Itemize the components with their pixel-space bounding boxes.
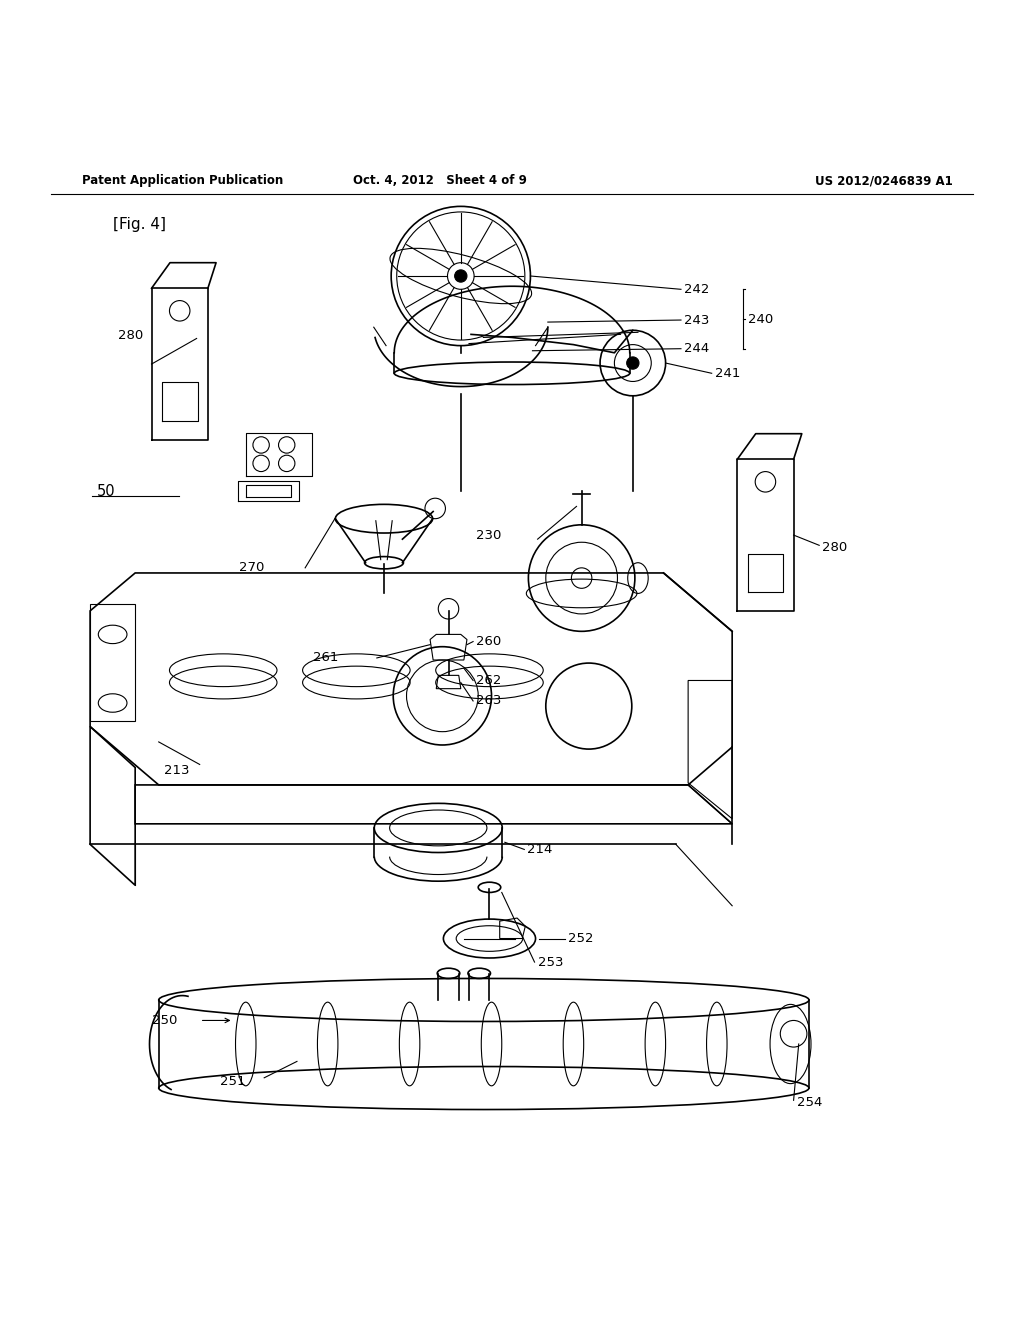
Text: 230: 230 [476, 528, 502, 541]
Text: 280: 280 [822, 541, 848, 554]
Text: 242: 242 [684, 282, 710, 296]
Text: 260: 260 [476, 635, 502, 648]
Text: 213: 213 [164, 764, 189, 777]
Text: 241: 241 [715, 367, 740, 380]
Text: 261: 261 [312, 652, 338, 664]
Text: 251: 251 [220, 1076, 246, 1089]
Text: 252: 252 [568, 932, 594, 945]
Text: US 2012/0246839 A1: US 2012/0246839 A1 [814, 174, 952, 187]
Text: 214: 214 [527, 843, 553, 855]
Text: 244: 244 [684, 342, 710, 355]
Text: Oct. 4, 2012   Sheet 4 of 9: Oct. 4, 2012 Sheet 4 of 9 [353, 174, 527, 187]
Text: 50: 50 [97, 483, 116, 499]
Text: 250: 250 [152, 1014, 177, 1027]
Text: 262: 262 [476, 675, 502, 686]
Text: 270: 270 [239, 561, 264, 574]
Text: 280: 280 [118, 329, 143, 342]
Text: [Fig. 4]: [Fig. 4] [113, 218, 166, 232]
Circle shape [455, 269, 467, 282]
Text: 240: 240 [748, 313, 773, 326]
Text: 254: 254 [797, 1096, 822, 1109]
Text: 263: 263 [476, 694, 502, 708]
Text: Patent Application Publication: Patent Application Publication [82, 174, 284, 187]
Text: 243: 243 [684, 314, 710, 326]
Circle shape [627, 356, 639, 370]
Text: 253: 253 [538, 956, 563, 969]
